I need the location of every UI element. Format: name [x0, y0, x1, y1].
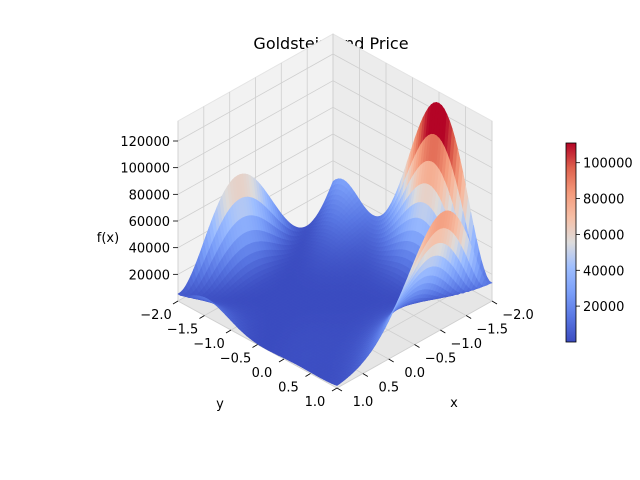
y-tick-label: −0.5 — [220, 352, 252, 367]
colorbar-tick-label: 60000 — [583, 228, 624, 243]
x-tick-label: 0.5 — [378, 381, 399, 396]
z-tick-label: 100000 — [120, 162, 170, 177]
colorbar-gradient — [565, 142, 577, 343]
y-tick-label: 1.0 — [305, 395, 326, 410]
y-tick-label: 0.0 — [252, 366, 273, 381]
z-tick-label: 40000 — [129, 242, 170, 257]
y-tick-label: 0.5 — [278, 381, 299, 396]
y-tick-label: −1.5 — [167, 323, 199, 338]
z-tick-label: 80000 — [129, 188, 170, 203]
x-tick-label: 1.0 — [353, 395, 374, 410]
x-tick-label: −1.0 — [451, 337, 483, 352]
x-tick-label: 0.0 — [404, 366, 425, 381]
surface-plot — [177, 102, 493, 386]
x-tick-label: −1.5 — [476, 323, 508, 338]
y-tick-label: −1.0 — [193, 337, 225, 352]
z-tick-label: 120000 — [120, 135, 170, 150]
x-axis-label: x — [450, 396, 458, 411]
y-axis-label: y — [216, 397, 224, 412]
x-tick-label: −2.0 — [502, 308, 534, 323]
x-tick-label: −0.5 — [425, 352, 457, 367]
z-tick-label: 20000 — [129, 268, 170, 283]
colorbar-tick-label: 40000 — [583, 264, 624, 279]
y-tick-label: −2.0 — [140, 308, 172, 323]
colorbar-tick-label: 20000 — [583, 300, 624, 315]
colorbar-tick-label: 80000 — [583, 193, 624, 208]
z-axis-label: f(x) — [97, 231, 119, 246]
z-tick-label: 60000 — [129, 215, 170, 230]
colorbar-tick-label: 100000 — [583, 157, 633, 172]
